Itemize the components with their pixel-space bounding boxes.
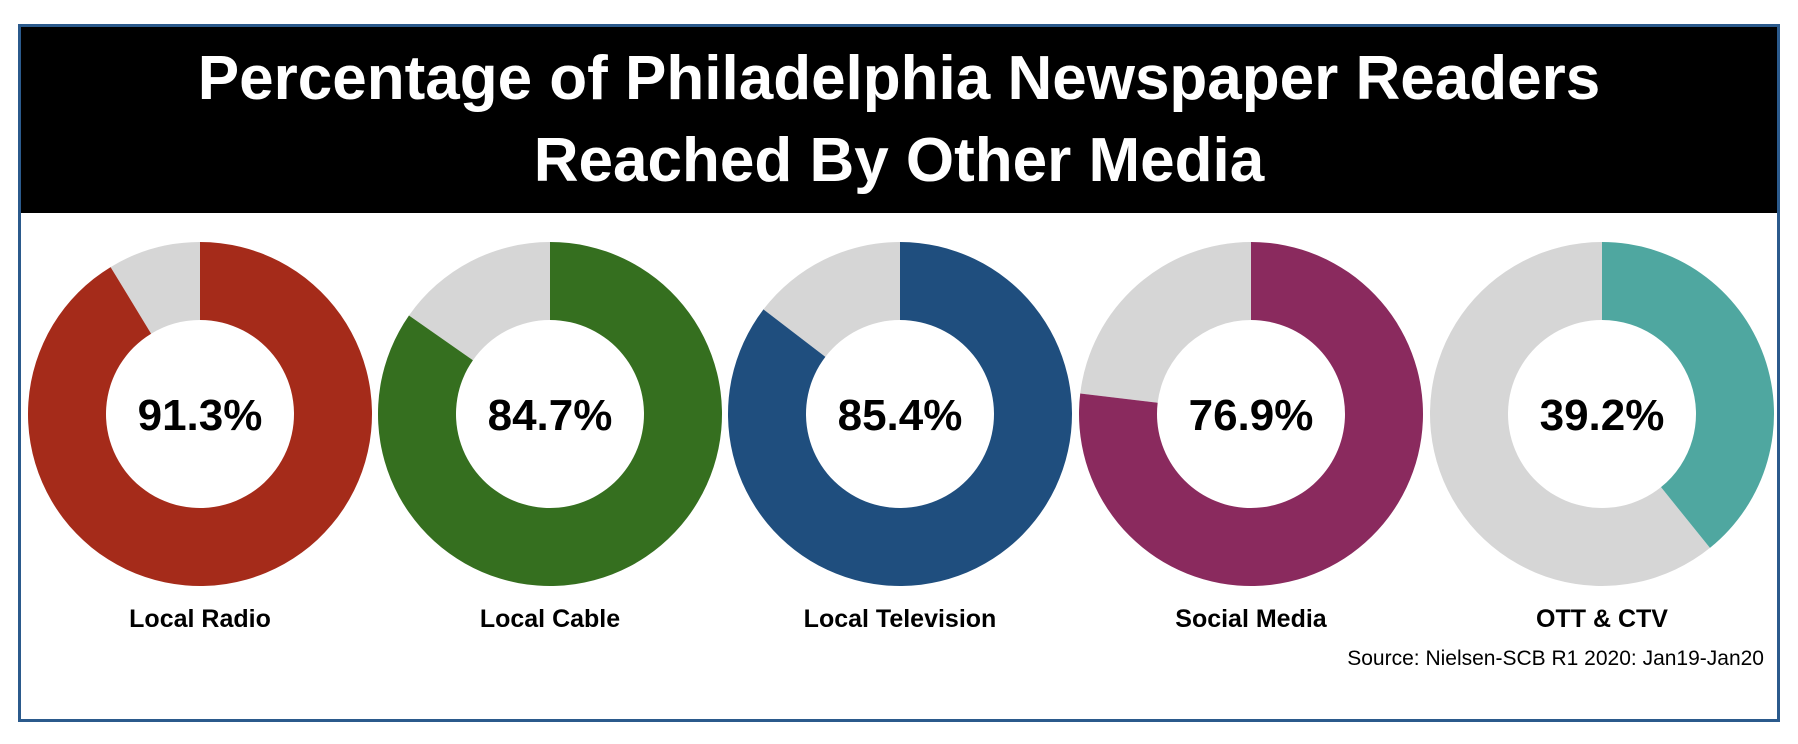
donut-value-label: 91.3% bbox=[138, 391, 263, 440]
donut-remainder-slice bbox=[408, 242, 550, 361]
donut-value-label: 84.7% bbox=[488, 391, 613, 440]
donut-local-television: 85.4% Local Television bbox=[728, 242, 1072, 633]
donut-value-slice bbox=[728, 242, 1072, 587]
donut-value-slice bbox=[27, 242, 372, 586]
donut-value-slice bbox=[1602, 242, 1774, 548]
donut-remainder-slice bbox=[1080, 242, 1251, 403]
donut-social-media: 76.9% Social Media bbox=[1079, 242, 1423, 633]
donut-remainder-slice bbox=[110, 242, 200, 334]
donut-value-slice bbox=[378, 242, 722, 586]
donut-category-label: Local Television bbox=[804, 605, 997, 633]
donut-local-radio: 91.3% Local Radio bbox=[27, 242, 372, 633]
donut-category-label: Local Cable bbox=[480, 605, 620, 633]
donut-value-slice bbox=[1079, 242, 1423, 586]
donut-local-cable: 84.7% Local Cable bbox=[378, 242, 722, 633]
title-bar: Percentage of Philadelphia Newspaper Rea… bbox=[21, 27, 1777, 213]
donut-ott-and-ctv: 39.2% OTT & CTV bbox=[1430, 242, 1774, 633]
chart-title-line-1: Percentage of Philadelphia Newspaper Rea… bbox=[197, 44, 1601, 113]
donut-category-label: OTT & CTV bbox=[1536, 605, 1668, 633]
donut-remainder-slice bbox=[763, 242, 900, 357]
donut-category-label: Local Radio bbox=[129, 605, 271, 633]
donut-category-label: Social Media bbox=[1175, 605, 1328, 633]
donut-value-label: 39.2% bbox=[1540, 391, 1665, 440]
donut-value-label: 76.9% bbox=[1189, 391, 1314, 440]
chart-title-line-2: Reached By Other Media bbox=[533, 126, 1265, 195]
source-note: Source: Nielsen-SCB R1 2020: Jan19-Jan20 bbox=[1347, 647, 1764, 670]
donut-remainder-slice bbox=[1430, 242, 1710, 586]
donut-value-label: 85.4% bbox=[838, 391, 963, 440]
